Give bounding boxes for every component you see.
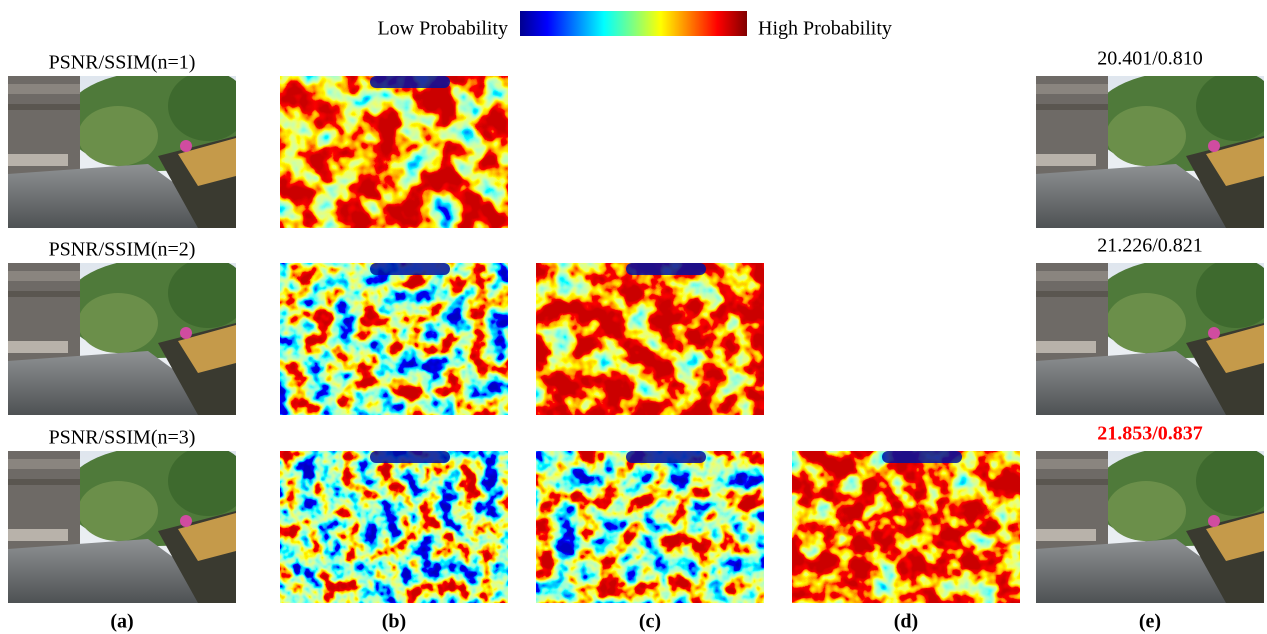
high-label: High Probability xyxy=(758,18,892,40)
column-label: (d) xyxy=(894,611,918,633)
probability-map xyxy=(280,76,508,228)
column-label: (b) xyxy=(382,611,406,633)
row-label: PSNR/SSIM(n=2) xyxy=(49,239,196,261)
colorbar xyxy=(520,11,747,36)
probability-map xyxy=(536,451,764,603)
map-top-blob xyxy=(370,76,450,88)
map-top-blob xyxy=(370,451,450,463)
row-label: PSNR/SSIM(n=3) xyxy=(49,427,196,449)
image-grid: PSNR/SSIM(n=1) 20.401/0.810 PSNR/SSIM(n=2)… xyxy=(8,48,1264,633)
output-photo xyxy=(1036,263,1264,415)
input-photo xyxy=(8,76,236,228)
map-top-blob xyxy=(370,263,450,275)
output-photo xyxy=(1036,451,1264,603)
row-label: PSNR/SSIM(n=1) xyxy=(49,52,196,74)
score: 20.401/0.810 xyxy=(1097,48,1203,70)
low-label: Low Probability xyxy=(377,18,508,40)
probability-map xyxy=(280,451,508,603)
input-photo xyxy=(8,451,236,603)
map-top-blob xyxy=(882,451,962,463)
probability-map xyxy=(280,263,508,415)
input-photo xyxy=(8,263,236,415)
column-label: (a) xyxy=(110,611,133,633)
column-label: (c) xyxy=(639,611,661,633)
map-top-blob xyxy=(626,451,706,463)
probability-map xyxy=(792,451,1020,603)
output-photo xyxy=(1036,76,1264,228)
column-label: (e) xyxy=(1139,611,1161,633)
probability-map xyxy=(536,263,764,415)
map-top-blob xyxy=(626,263,706,275)
score: 21.853/0.837 xyxy=(1097,423,1203,445)
score: 21.226/0.821 xyxy=(1097,235,1203,257)
